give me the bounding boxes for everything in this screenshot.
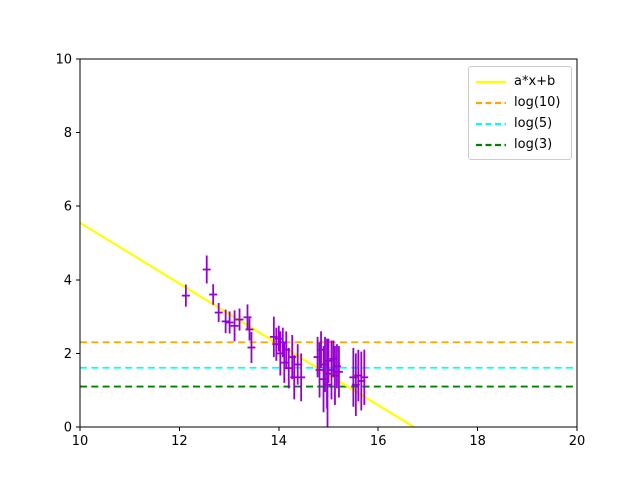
legend: a*x+b log(10) log(5) log(3) xyxy=(468,66,572,160)
y-tick-label: 0 xyxy=(64,421,72,436)
legend-entry-fit-line: a*x+b xyxy=(476,72,564,91)
log3-line-sample-icon xyxy=(476,143,506,146)
log5-line-sample-icon xyxy=(476,122,506,125)
axes-spines xyxy=(79,58,578,428)
plot-artists xyxy=(80,221,577,427)
legend-entry-log3: log(3) xyxy=(476,135,564,154)
x-tick-label: 16 xyxy=(370,434,387,449)
legend-label-log5: log(5) xyxy=(514,116,553,131)
y-tick-label: 8 xyxy=(64,126,72,141)
x-tick-label: 12 xyxy=(171,434,188,449)
legend-entry-log5: log(5) xyxy=(476,114,564,133)
x-tick-label: 20 xyxy=(569,434,586,449)
legend-entry-log10: log(10) xyxy=(476,93,564,112)
x-tick-label: 14 xyxy=(271,434,288,449)
y-tick-label: 4 xyxy=(64,273,72,288)
y-tick-label: 10 xyxy=(55,53,72,68)
y-tick-label: 6 xyxy=(64,200,72,215)
legend-label-fit-line: a*x+b xyxy=(514,74,556,89)
x-tick-label: 10 xyxy=(72,434,89,449)
y-tick-label: 2 xyxy=(64,347,72,362)
legend-label-log3: log(3) xyxy=(514,137,553,152)
legend-label-log10: log(10) xyxy=(514,95,561,110)
fit-line-sample-icon xyxy=(476,80,506,83)
log10-line-sample-icon xyxy=(476,101,506,104)
x-tick-label: 18 xyxy=(469,434,486,449)
